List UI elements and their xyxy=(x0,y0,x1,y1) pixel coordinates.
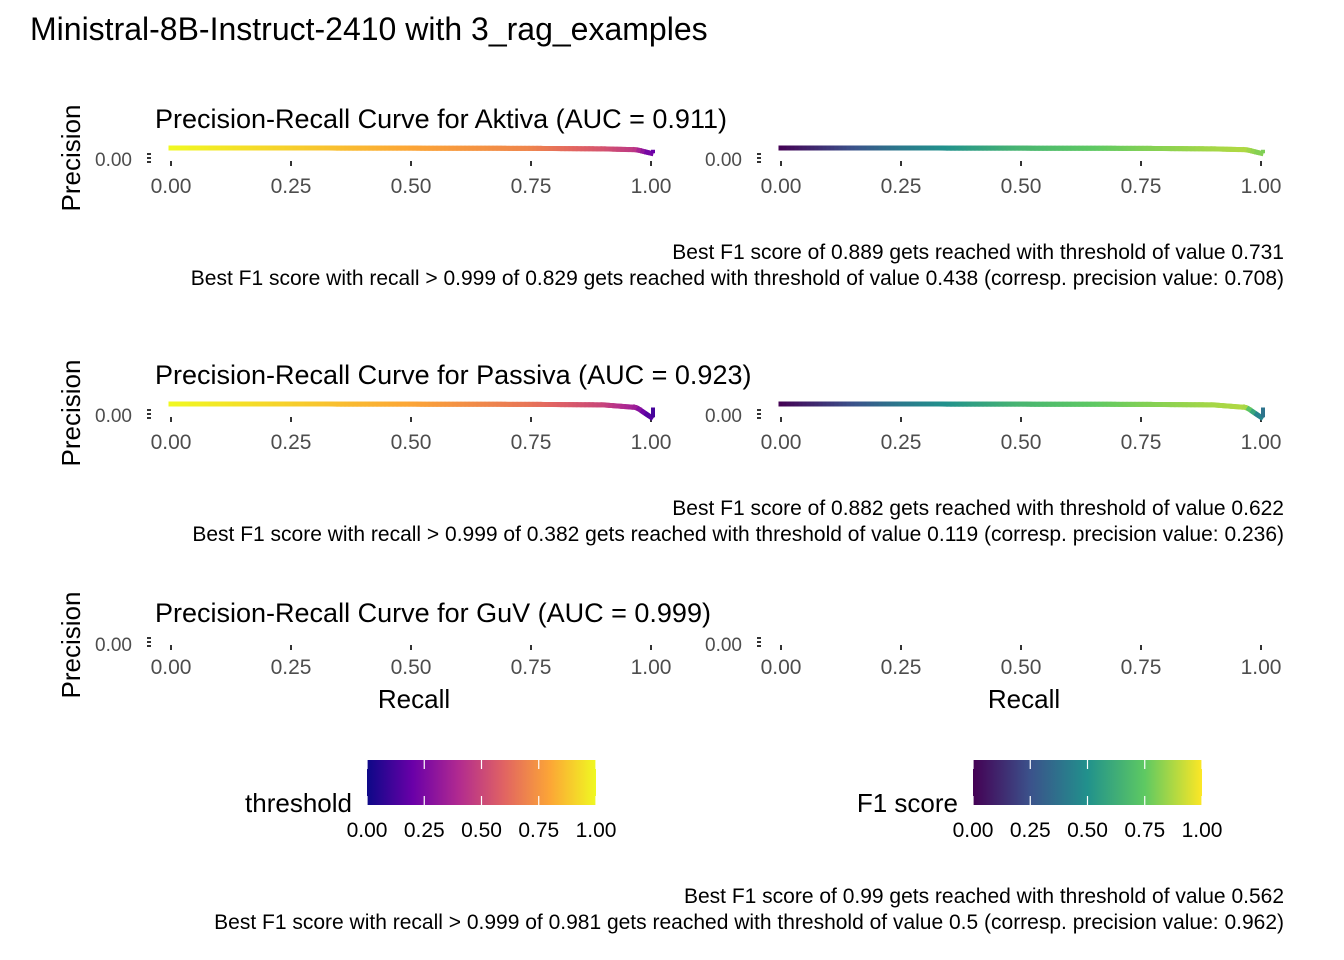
x-tick-label: 0.25 xyxy=(881,175,922,198)
x-tick-label: 0.75 xyxy=(511,175,552,198)
y-axis-label-aktiva: Precision xyxy=(56,105,86,212)
x-tick-label: 1.00 xyxy=(1241,175,1282,198)
panel-title-passiva: Precision-Recall Curve for Passiva (AUC … xyxy=(155,360,751,390)
x-tick-label: 0.50 xyxy=(1001,431,1042,454)
y-tick-overlap-passiva-right: 0.00 xyxy=(705,406,742,427)
x-tick-label: 0.00 xyxy=(761,656,802,679)
panel-title-guv: Precision-Recall Curve for GuV (AUC = 0.… xyxy=(155,598,711,628)
x-tick-label: 0.50 xyxy=(391,656,432,679)
chart-title: Ministral-8B-Instruct-2410 with 3_rag_ex… xyxy=(30,11,708,47)
panel-passiva-f1: 0.00 0.25 0.50 0.75 1.00 xyxy=(757,401,1282,454)
legend-tick-label: 0.75 xyxy=(1124,819,1165,842)
panel-title-aktiva: Precision-Recall Curve for Aktiva (AUC =… xyxy=(155,104,727,134)
x-tick-label: 0.25 xyxy=(881,656,922,679)
caption-guv-2: Best F1 score with recall > 0.999 of 0.9… xyxy=(214,911,1284,934)
y-tick-overlap-guv-right: 0.00 xyxy=(705,635,742,656)
x-tick-label: 1.00 xyxy=(631,656,672,679)
legend-tick-label: 1.00 xyxy=(1182,819,1223,842)
y-tick-overlap-aktiva-right: 0.00 xyxy=(705,150,742,171)
panel-aktiva-f1: 0.00 0.25 0.50 0.75 1.00 xyxy=(757,145,1282,198)
y-tick-overlap-aktiva-left: 0.00 xyxy=(95,150,132,171)
pr-curve-segment xyxy=(1253,149,1265,157)
y-tick-overlap-passiva-left: 0.00 xyxy=(95,406,132,427)
legend-tick-label: 1.00 xyxy=(576,819,617,842)
legend-tick-label: 0.25 xyxy=(1010,819,1051,842)
pr-curve-segment xyxy=(1253,411,1265,421)
panel-aktiva-threshold: 0.00 0.25 0.50 0.75 1.00 xyxy=(147,145,672,198)
legend-f1-title: F1 score xyxy=(857,788,958,818)
y-axis-label-guv: Precision xyxy=(56,592,86,699)
x-tick-label: 0.25 xyxy=(881,431,922,454)
legend-tick-label: 0.50 xyxy=(1067,819,1108,842)
x-tick-label: 0.50 xyxy=(1001,175,1042,198)
x-tick-label: 0.50 xyxy=(1001,656,1042,679)
x-axis-label-right: Recall xyxy=(988,684,1060,714)
x-tick-label: 0.50 xyxy=(391,431,432,454)
panel-guv-f1: 0.00 0.25 0.50 0.75 1.00 xyxy=(757,637,1282,679)
caption-passiva-1: Best F1 score of 0.882 gets reached with… xyxy=(672,497,1284,520)
pr-curve-segment xyxy=(643,149,655,157)
caption-passiva-2: Best F1 score with recall > 0.999 of 0.3… xyxy=(192,523,1284,546)
x-tick-label: 0.00 xyxy=(151,175,192,198)
x-tick-label: 1.00 xyxy=(631,175,672,198)
legend-tick-label: 0.00 xyxy=(347,819,388,842)
legend-threshold-title: threshold xyxy=(245,788,352,818)
x-tick-label: 0.00 xyxy=(151,431,192,454)
x-tick-label: 0.75 xyxy=(511,656,552,679)
caption-aktiva-1: Best F1 score of 0.889 gets reached with… xyxy=(672,241,1284,264)
x-tick-label: 0.50 xyxy=(391,175,432,198)
legend-tick-label: 0.50 xyxy=(461,819,502,842)
y-axis-label-passiva: Precision xyxy=(56,360,86,467)
x-tick-label: 0.00 xyxy=(761,175,802,198)
x-tick-label: 1.00 xyxy=(1241,656,1282,679)
legend-f1-ticks: 0.00 0.25 0.50 0.75 1.00 xyxy=(953,760,1223,842)
legend-tick-label: 0.75 xyxy=(518,819,559,842)
caption-guv-1: Best F1 score of 0.99 gets reached with … xyxy=(684,885,1284,908)
x-tick-label: 0.25 xyxy=(271,431,312,454)
legend-tick-label: 0.25 xyxy=(404,819,445,842)
x-tick-label: 0.75 xyxy=(1121,431,1162,454)
x-tick-label: 0.75 xyxy=(1121,175,1162,198)
caption-aktiva-2: Best F1 score with recall > 0.999 of 0.8… xyxy=(191,267,1284,290)
x-tick-label: 1.00 xyxy=(631,431,672,454)
y-tick-overlap-guv-left: 0.00 xyxy=(95,635,132,656)
x-tick-label: 0.25 xyxy=(271,175,312,198)
x-tick-label: 0.00 xyxy=(151,656,192,679)
x-axis-label-left: Recall xyxy=(378,684,450,714)
x-tick-label: 0.75 xyxy=(1121,656,1162,679)
panel-guv-threshold: 0.00 0.25 0.50 0.75 1.00 xyxy=(147,637,672,679)
x-tick-label: 0.75 xyxy=(511,431,552,454)
x-tick-label: 0.00 xyxy=(761,431,802,454)
legend-threshold-ticks: 0.00 0.25 0.50 0.75 1.00 xyxy=(347,760,617,842)
x-tick-label: 0.25 xyxy=(271,656,312,679)
panel-passiva-threshold: 0.00 0.25 0.50 0.75 1.00 xyxy=(147,401,672,454)
pr-curve-segment xyxy=(643,411,655,421)
x-tick-label: 1.00 xyxy=(1241,431,1282,454)
legend-tick-label: 0.00 xyxy=(953,819,994,842)
